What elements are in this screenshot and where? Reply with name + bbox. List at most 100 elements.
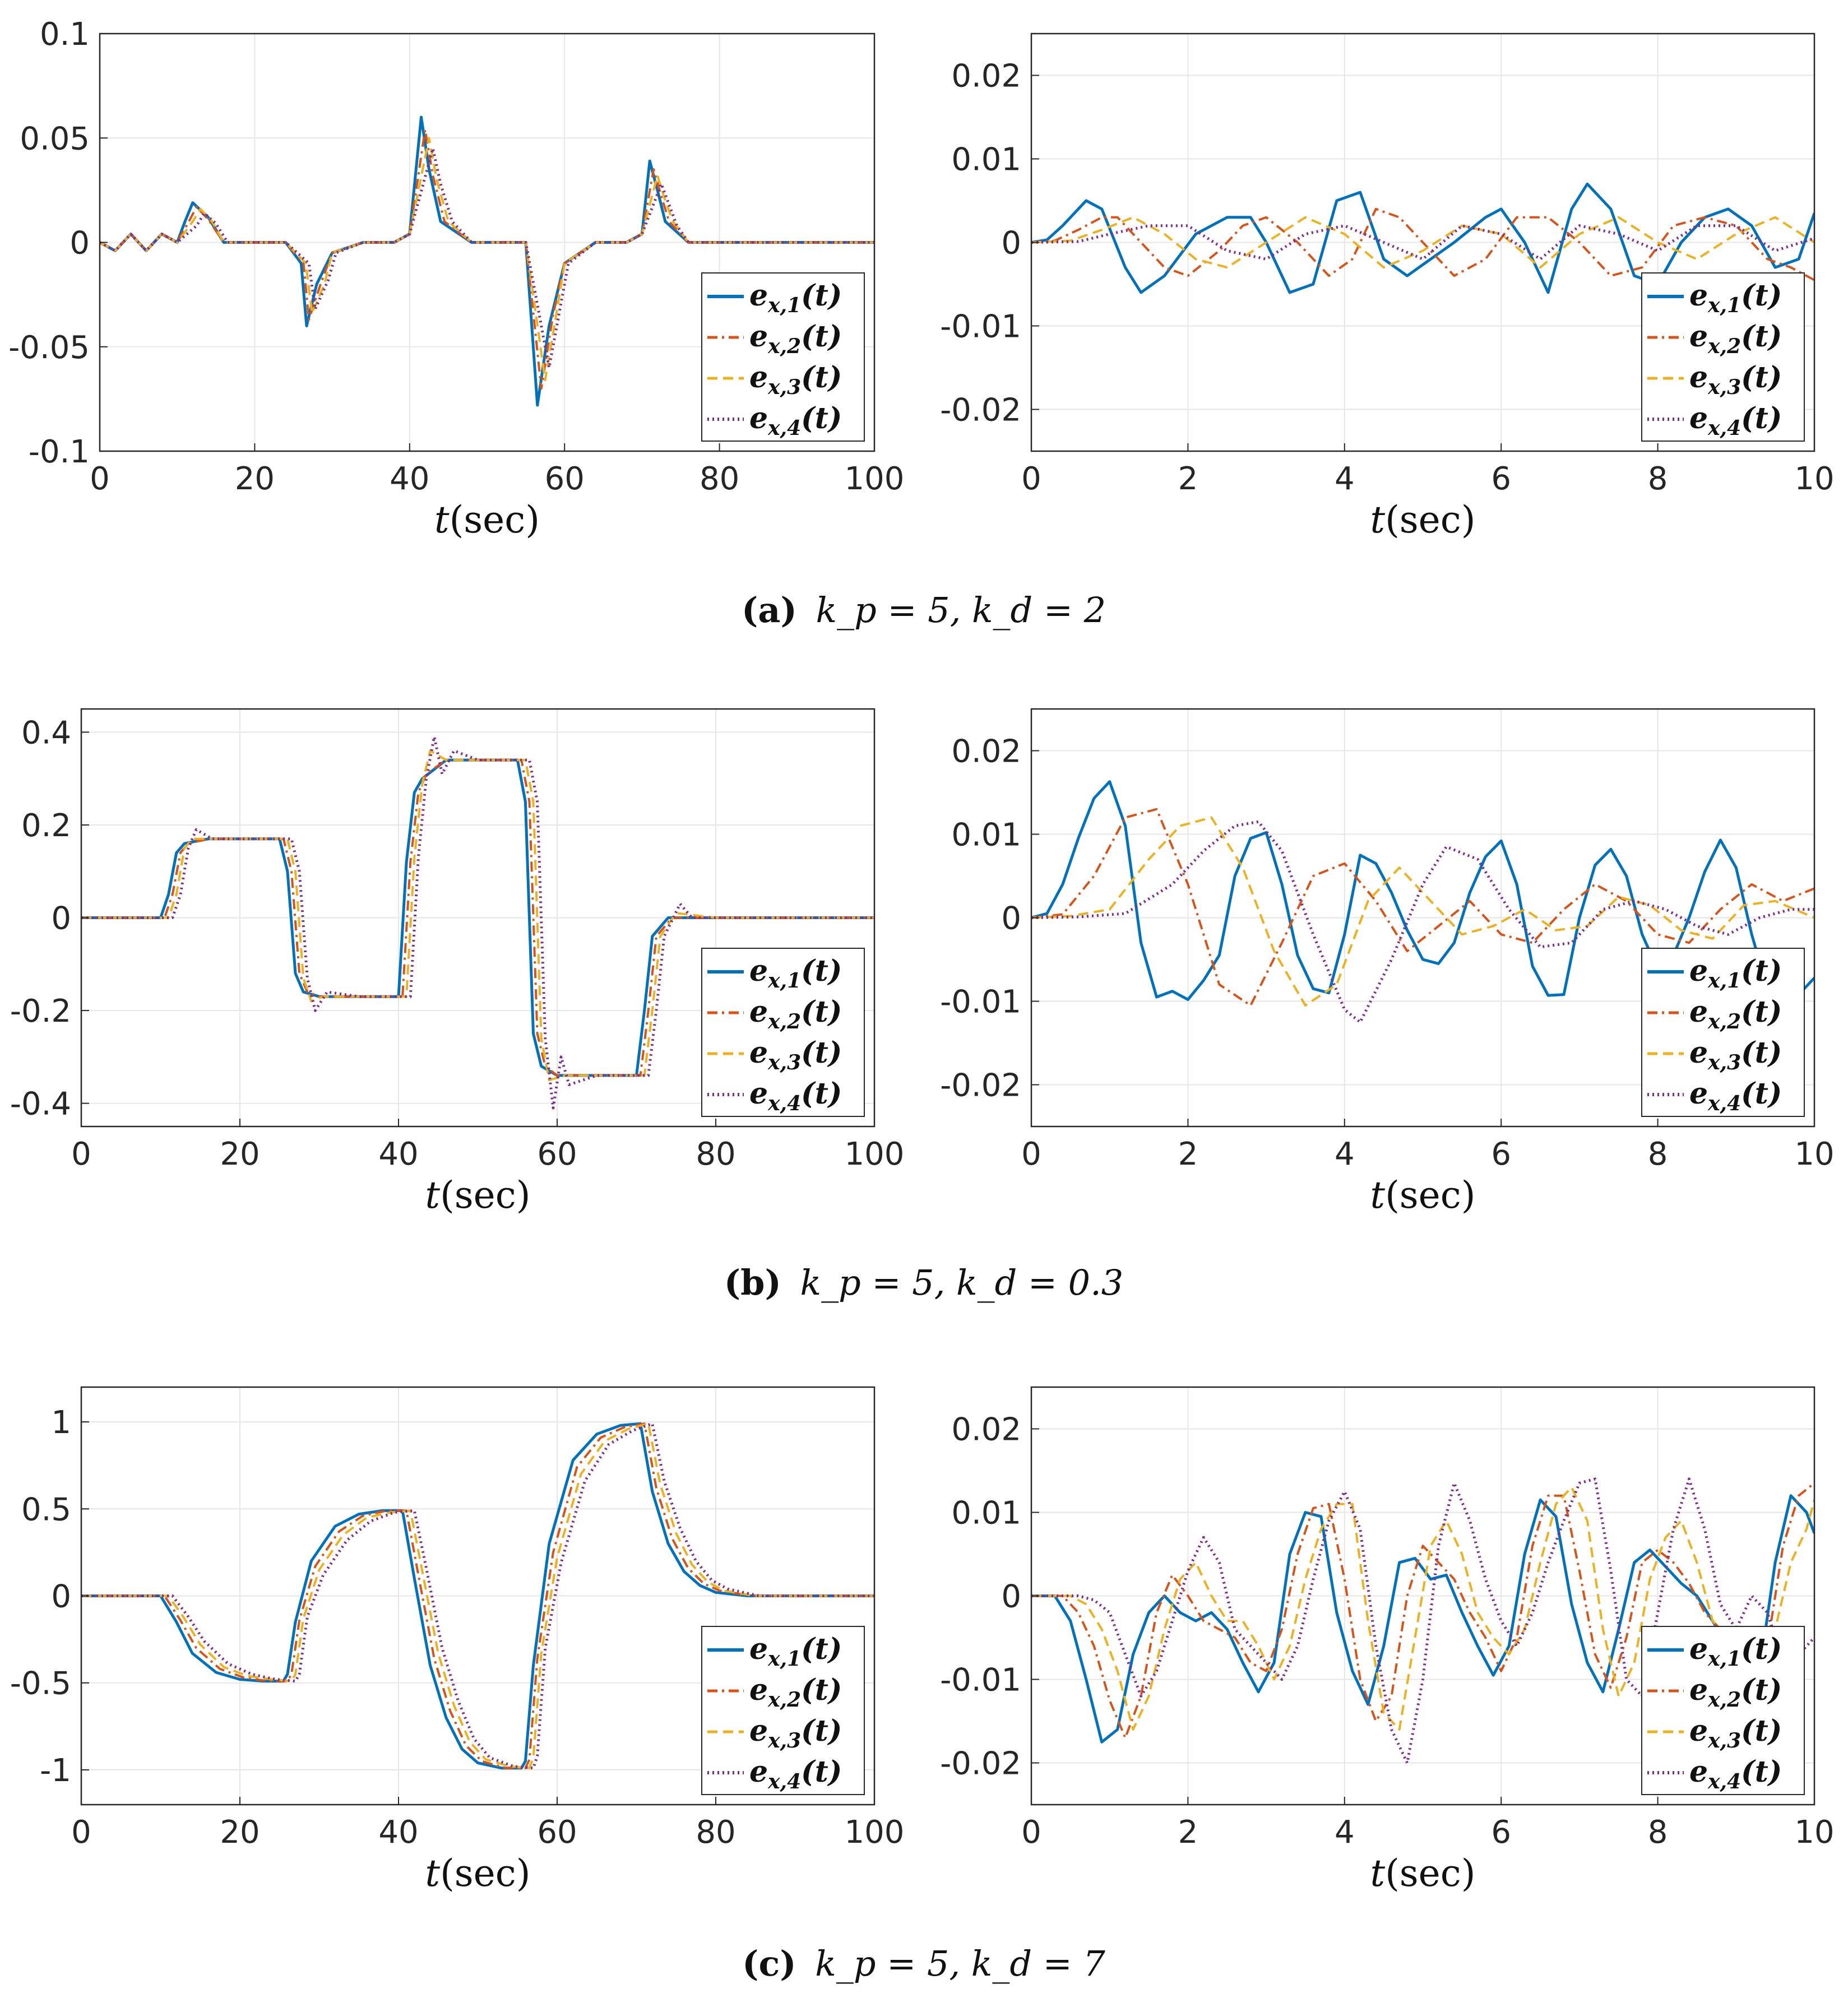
legend-label-3: ex,3(t) [749,360,842,399]
legend-label-1: ex,1(t) [1689,279,1782,317]
x-tick-label: 6 [1491,1814,1511,1851]
legend-box [701,948,865,1117]
series-line-2 [1031,1482,1814,1739]
y-tick-label: 0 [70,225,90,262]
legend: ex,1(t)ex,2(t)ex,3(t)ex,4(t) [701,1626,865,1795]
legend: ex,1(t)ex,2(t)ex,3(t)ex,4(t) [1641,948,1805,1117]
x-tick-label: 8 [1648,1136,1668,1172]
chart-c-right: 0 2 4 6 8 10-0.02-0.0100.010.02t(sec)ex,1(t)e… [940,1386,1835,1895]
x-tick-label: 80 [700,461,739,497]
x-tick-label: 8 [1648,461,1668,497]
legend: ex,1(t)ex,2(t)ex,3(t)ex,4(t) [701,272,865,442]
x-tick-label: 0 [1021,1814,1041,1851]
legend-label-4: ex,4(t) [1689,401,1782,440]
caption-a: (a) k_p = 5, k_d = 2 [742,590,1106,631]
x-tick-label: 40 [378,1136,418,1172]
x-tick-label: 10 [1794,1814,1834,1851]
caption-b: (b) k_p = 5, k_d = 0.3 [724,1262,1123,1303]
series-group [1031,1477,1814,1764]
y-tick-label: 0.2 [21,808,71,844]
x-tick-label: 40 [390,461,429,497]
y-tick-label: -0.02 [940,392,1021,429]
caption-a-text: k_p = 5, k_d = 2 [816,590,1106,631]
legend-label-1: ex,1(t) [749,279,842,317]
x-tick-label: 2 [1178,1136,1198,1172]
y-tick-label: 0.01 [951,817,1021,854]
y-tick-label: -0.5 [10,1666,71,1702]
x-tick-label: 6 [1491,461,1511,497]
legend-label-2: ex,2(t) [749,995,842,1033]
legend-label-4: ex,4(t) [1689,1755,1782,1793]
legend-label-3: ex,3(t) [1689,1714,1782,1753]
x-tick-label: 20 [235,461,275,497]
series-line-4 [81,1422,874,1770]
x-tick-label: 0 [71,1136,91,1172]
legend-label-3: ex,3(t) [749,1714,842,1753]
series-line-3 [81,1422,874,1769]
series-group [100,115,874,407]
legend-label-1: ex,1(t) [749,954,842,993]
x-axis-label: t(sec) [434,498,540,541]
y-tick-label: -0.2 [10,993,71,1030]
series-line-1 [1031,1494,1814,1744]
legend-label-4: ex,4(t) [749,1077,842,1115]
legend-label-3: ex,3(t) [1689,360,1782,399]
caption-a-label: (a) [742,590,797,631]
legend-label-2: ex,2(t) [1689,1673,1782,1712]
caption-b-text: k_p = 5, k_d = 0.3 [800,1262,1124,1303]
series-group [81,735,874,1110]
chart-b-left: 0 20 40 60 80 100 -0.4 -0.2 0 0.2 0.4 t(sec) ex,1(t)… [10,708,905,1217]
y-tick-label: 1 [51,1404,71,1441]
legend-label-1: ex,1(t) [749,1632,842,1671]
y-tick-label: 0.05 [20,120,90,157]
x-tick-label: 100 [845,461,905,497]
legend-label-1: ex,1(t) [1689,1632,1782,1671]
x-tick-label: 0 [71,1814,91,1851]
series-line-4 [1031,1477,1814,1764]
series-line-2 [1031,207,1814,281]
y-tick-label: -0.05 [8,330,90,366]
y-tick-label: 0.02 [951,58,1021,95]
x-tick-label: 40 [378,1814,418,1851]
legend: ex,1(t)ex,2(t)ex,3(t)ex,4(t) [701,948,865,1117]
series-line-1 [1031,182,1814,294]
x-tick-label: 20 [220,1136,260,1172]
y-tick-label: -0.4 [10,1086,71,1123]
y-tick-label: -0.1 [29,434,90,470]
x-tick-label: 10 [1794,1136,1834,1172]
y-tick-label: 0.02 [951,1412,1021,1448]
legend-label-1: ex,1(t) [1689,954,1782,993]
y-tick-label: 0 [51,1579,71,1615]
y-tick-label: -0.01 [940,1662,1021,1699]
y-tick-label: 0.5 [21,1491,71,1528]
legend-box [701,1626,865,1795]
y-tick-label: -0.02 [940,1746,1021,1782]
legend-label-2: ex,2(t) [749,319,842,358]
caption-c-text: k_p = 5, k_d = 7 [815,1943,1105,1984]
x-tick-label: 100 [845,1814,905,1851]
series-line-3 [100,137,874,382]
x-tick-label: 100 [845,1136,905,1172]
series-line-3 [1031,216,1814,269]
legend-label-4: ex,4(t) [1689,1077,1782,1115]
x-tick-label: 4 [1335,1814,1355,1851]
series-line-1 [100,115,874,407]
chart-c-left: 0 20 40 60 80 100 -1 -0.5 0 0.5 1 t(sec) ex,1(t)ex,2… [10,1386,905,1895]
x-axis-label: t(sec) [425,1852,531,1895]
x-tick-label: 10 [1794,461,1834,497]
legend-label-2: ex,2(t) [1689,319,1782,358]
series-line-4 [1031,820,1814,1024]
x-tick-label: 4 [1335,1136,1355,1172]
y-tick-label: 0 [1001,901,1021,937]
legend-label-4: ex,4(t) [749,1755,842,1793]
x-axis-label: t(sec) [1370,1852,1476,1895]
y-tick-label: -0.02 [940,1068,1021,1104]
y-tick-label: 0.01 [951,142,1021,178]
x-tick-label: 2 [1178,461,1198,497]
legend-box [1641,948,1805,1117]
series-line-3 [1031,816,1814,1007]
series-line-3 [1031,1486,1814,1731]
x-tick-label: 80 [696,1136,735,1172]
series-line-2 [100,128,874,390]
